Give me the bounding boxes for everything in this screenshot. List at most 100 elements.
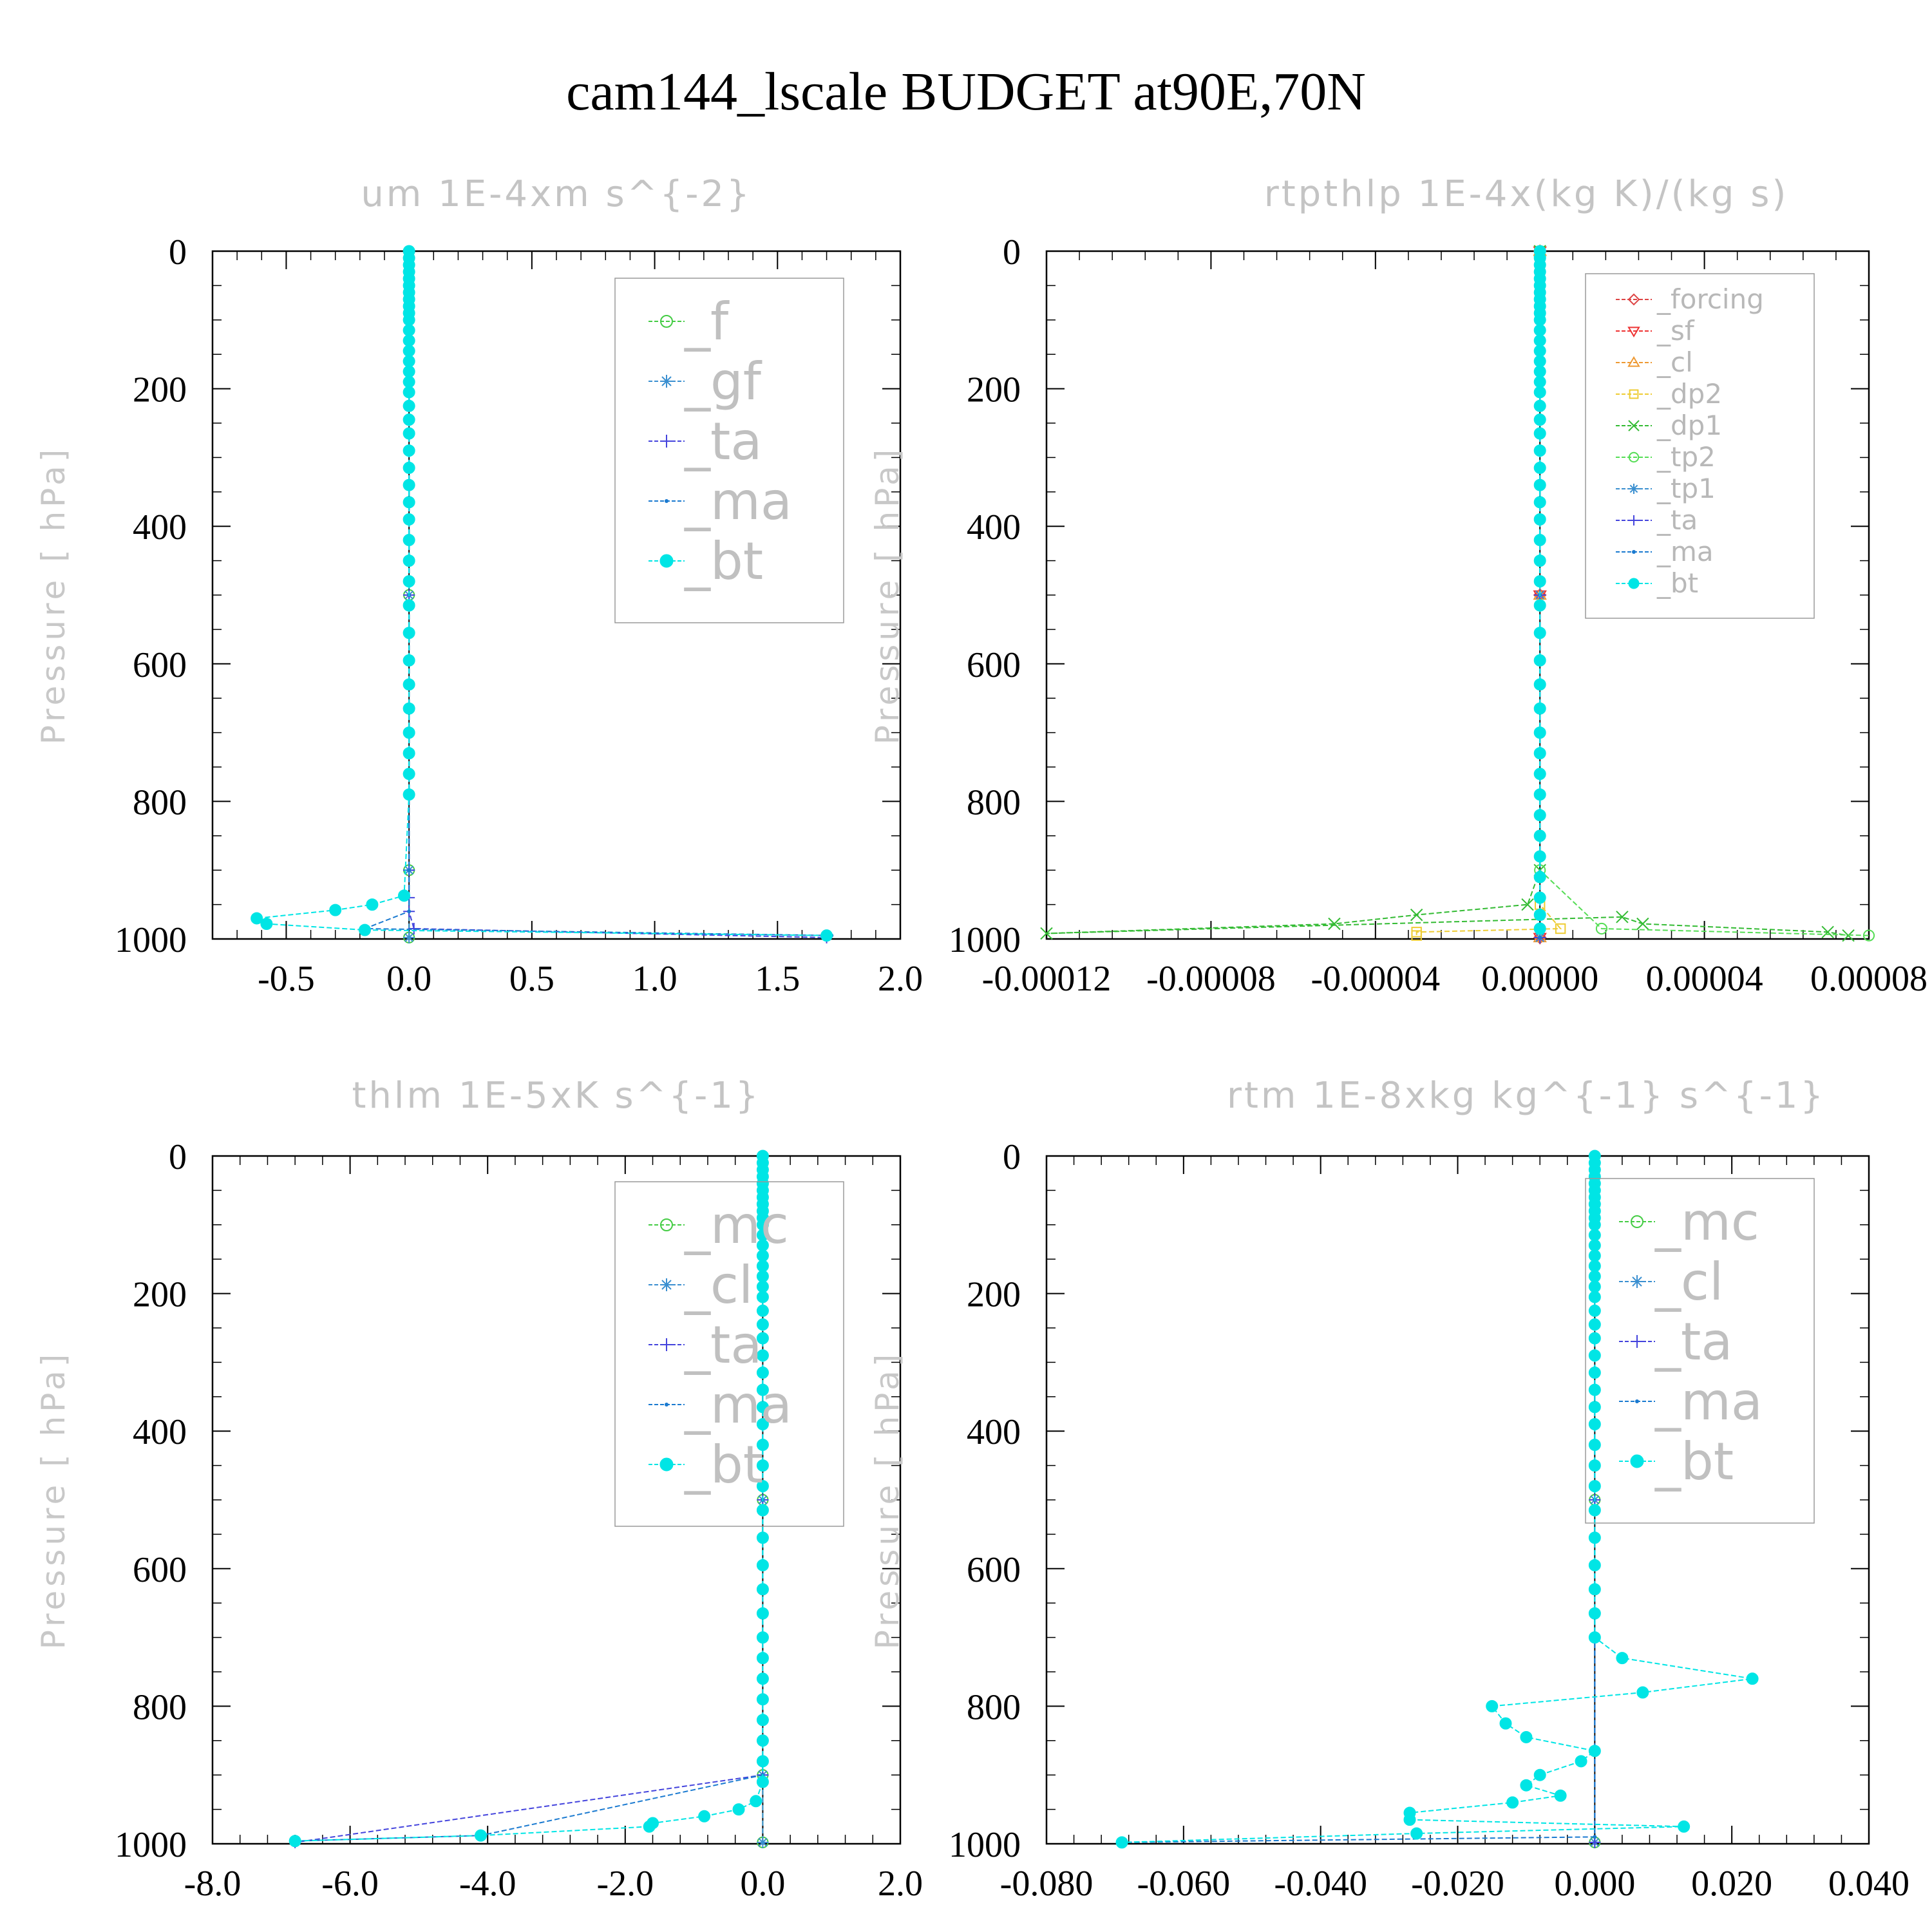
point-marker — [402, 599, 415, 612]
point-marker — [1533, 399, 1546, 412]
point-marker — [1588, 1439, 1601, 1452]
legend-entry: _mc — [1619, 1192, 1759, 1252]
point-marker — [820, 929, 833, 942]
point-marker — [398, 889, 411, 902]
y-axis-label: Pressure [ hPa] — [869, 446, 906, 745]
point-marker — [643, 1820, 656, 1833]
y-tick-label: 0 — [1003, 1137, 1021, 1177]
x-tick-label: 2.0 — [878, 959, 923, 999]
point-marker — [1588, 1239, 1601, 1252]
point-marker — [402, 726, 415, 739]
legend-entry: _ma — [649, 471, 792, 531]
x-tick-label: -0.5 — [258, 959, 315, 999]
point-marker — [756, 1652, 769, 1665]
point-marker — [1533, 768, 1546, 781]
point-marker — [402, 375, 415, 388]
point-marker — [366, 898, 379, 911]
y-tick-label: 600 — [133, 645, 187, 685]
point-marker — [1588, 1249, 1601, 1262]
point-marker — [1533, 654, 1546, 667]
legend-label: _bt — [684, 1435, 763, 1495]
legend-label: _mc — [1654, 1192, 1759, 1252]
y-tick-label: 200 — [967, 370, 1021, 410]
legend: _forcing_sf_cl_dp2_dp1_tp2_tp1_ta_ma_bt — [1585, 273, 1815, 619]
point-marker — [1595, 922, 1608, 935]
point-marker — [1588, 1504, 1601, 1517]
point-marker — [756, 1755, 769, 1768]
x-tick-label: -2.0 — [596, 1864, 654, 1904]
point-marker — [402, 788, 415, 801]
x-tick-label: 0.00004 — [1646, 959, 1763, 999]
point-marker — [1627, 327, 1640, 337]
point-marker — [756, 1693, 769, 1706]
point-marker — [402, 427, 415, 440]
point-marker — [1533, 702, 1546, 715]
plot-frame — [211, 1155, 902, 1845]
point-marker — [1554, 1789, 1567, 1802]
point-marker — [1486, 1700, 1499, 1712]
point-marker — [475, 1829, 488, 1842]
point-marker — [1403, 1814, 1416, 1826]
legend-label: _ta — [1654, 1312, 1732, 1372]
legend-entry: _cl — [1616, 346, 1693, 378]
point-marker — [1588, 1218, 1601, 1231]
x-tick-label: -0.040 — [1274, 1864, 1367, 1904]
point-marker — [289, 1835, 301, 1848]
legend-entry: _bt — [1616, 567, 1698, 599]
point-marker — [1521, 898, 1534, 911]
legend-box — [1585, 1178, 1815, 1524]
point-marker — [659, 554, 674, 568]
point-marker — [402, 386, 415, 399]
point-marker — [756, 1558, 769, 1571]
point-marker — [660, 435, 673, 448]
legend-label: _cl — [684, 1255, 753, 1315]
point-marker — [1555, 923, 1566, 934]
point-marker — [756, 1607, 769, 1620]
point-marker — [1588, 1318, 1601, 1331]
point-marker — [260, 918, 273, 931]
y-tick-label: 200 — [133, 1275, 187, 1315]
x-axis: -0.5 0.0 0.5 1.0 1.5 2.0 — [212, 251, 923, 999]
point-marker — [1628, 420, 1640, 431]
point-marker — [756, 1270, 769, 1283]
series-ma — [363, 249, 834, 938]
x-axis: -0.00012 -0.00008 -0.00004 0.00000 0.00004 0.… — [982, 251, 1927, 999]
point-marker — [1533, 365, 1546, 378]
point-marker — [1520, 1730, 1533, 1743]
point-marker — [1533, 678, 1546, 691]
point-marker — [358, 923, 371, 936]
point-marker — [1631, 1275, 1643, 1288]
x-tick-label: 0.000 — [1554, 1864, 1635, 1904]
figure-title: cam144_lscale BUDGET at90E,70N — [566, 62, 1366, 122]
legend-entry: _sf — [1616, 315, 1695, 346]
chart-panel-1: um 1E-4xm s^{-2} Pressure [ hPa] 0 200 400 60… — [35, 173, 923, 999]
y-tick-label: 800 — [967, 1687, 1021, 1727]
point-marker — [756, 1776, 769, 1788]
point-marker — [402, 575, 415, 588]
point-marker — [402, 496, 415, 509]
legend-entry: _tp2 — [1616, 441, 1716, 473]
panel-title: um 1E-4xm s^{-2} — [361, 173, 752, 215]
legend-entry: _ta — [649, 1315, 762, 1375]
x-tick-label: 0.020 — [1691, 1864, 1772, 1904]
point-marker — [1588, 1480, 1601, 1493]
legend: _f_gf_ta_ma_bt — [614, 278, 844, 623]
point-marker — [756, 1280, 769, 1293]
point-marker — [402, 768, 415, 781]
point-marker — [1629, 389, 1639, 399]
point-marker — [402, 444, 415, 457]
point-marker — [1115, 1836, 1128, 1849]
y-tick-label: 600 — [967, 1550, 1021, 1590]
x-tick-label: -8.0 — [184, 1864, 242, 1904]
point-marker — [402, 324, 415, 337]
point-marker — [1533, 850, 1546, 863]
point-marker — [1533, 496, 1546, 509]
y-tick-label: 1000 — [949, 1825, 1021, 1865]
y-axis-label: Pressure [ hPa] — [35, 446, 72, 745]
point-marker — [1533, 1768, 1546, 1781]
x-tick-label: 0.040 — [1828, 1864, 1909, 1904]
point-marker — [1533, 871, 1546, 884]
point-marker — [1410, 1827, 1423, 1840]
point-marker — [1506, 1796, 1519, 1809]
point-marker — [251, 912, 263, 925]
